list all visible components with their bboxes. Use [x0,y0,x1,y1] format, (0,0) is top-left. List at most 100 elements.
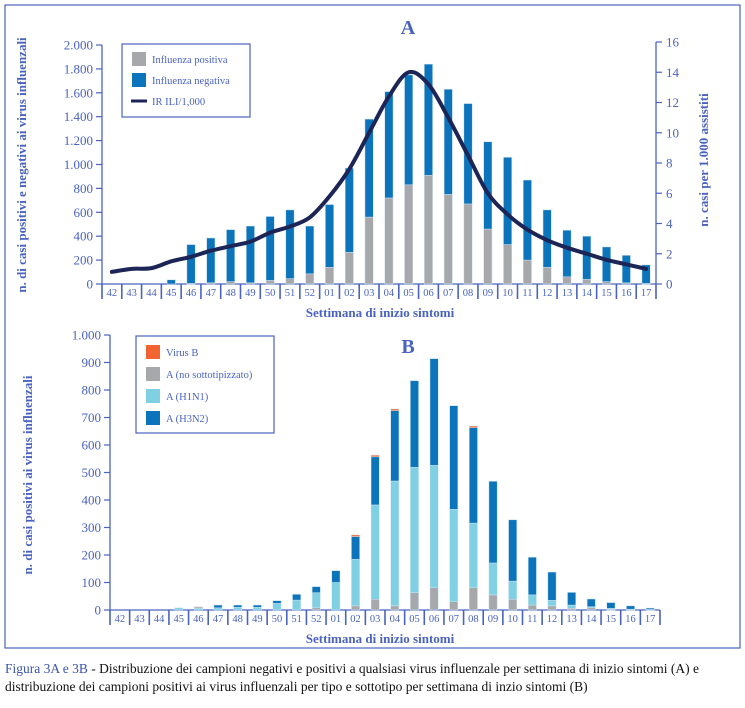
chart-a-bar-influenza-positiva [424,175,433,285]
chart-a-y2-tick-label: 6 [666,186,673,201]
chart-b-bar-a-no-sottotipizzato- [449,601,459,611]
chart-a-x-tick-label: 01 [324,288,335,299]
chart-a-x-tick-label: 09 [483,288,494,299]
chart-a-bar-influenza-positiva [285,278,295,285]
chart-a-x-tick-label: 04 [384,288,395,299]
chart-a-y2-tick-label: 8 [666,156,673,171]
chart-a-bar-influenza-negativa [186,244,196,284]
chart-b-x-tick-label: 09 [488,614,499,625]
chart-a-bar-influenza-negativa [562,229,572,278]
chart-a-bar-influenza-negativa [206,237,216,284]
chart-b-bar-a-h1n1- [508,580,518,600]
chart-a-bar-influenza-negativa [424,63,433,176]
chart-b-x-tick-label: 45 [174,614,185,625]
chart-a-x-tick-label: 12 [542,288,553,299]
legend-label-a-no-sottotipizzato-: A (no sottotipizzato) [166,370,253,381]
chart-a-x-tick-label: 08 [463,288,474,299]
chart-a-bar-influenza-positiva [344,252,354,285]
chart-a-bar-influenza-negativa [245,225,255,284]
chart-a-bar-influenza-positiva [582,278,592,285]
chart-b-x-tick-label: 47 [213,614,224,625]
chart-a-line-ir-ili [109,69,649,274]
chart-a-y-tick-label: 2.000 [64,38,93,53]
legend-label-influenza-positiva: Influenza positiva [152,55,228,66]
chart-b-bar-a-h1n1- [410,467,419,593]
chart-b-bar-a-h3n2- [311,586,321,593]
chart-a-x-tick-label: 06 [423,288,434,299]
chart-b-x-tick-label: 43 [134,614,145,625]
chart-b-bar-a-h3n2- [449,405,459,510]
chart-a-bar-influenza-positiva [443,194,453,285]
panel-b-label: B [401,336,414,358]
chart-b-bar-a-no-sottotipizzato- [390,605,400,611]
chart-a-x-tick-label: 46 [186,288,197,299]
chart-b-bar-a-h1n1- [488,562,498,596]
chart-a-y2-tick-label: 10 [666,125,679,140]
chart-a-bar-influenza-positiva [522,259,532,285]
chart-b-x-tick-label: 15 [606,614,617,625]
chart-b-bar-a-h1n1- [429,465,439,588]
chart-b-x-axis-title: Settimana di inizio sintomi [306,631,455,646]
chart-a-x-tick-label: 07 [443,288,454,299]
chart-b-x-tick-label: 50 [272,614,283,625]
chart-b-bar-a-h3n2- [527,556,537,596]
chart-b-bar-a-h3n2- [626,605,635,610]
chart-b-bar-a-h1n1- [311,592,321,609]
chart-a-bar-influenza-negativa [641,264,651,284]
chart-b-bar-a-h3n2- [567,592,576,606]
chart-b-bar-a-h3n2- [331,570,341,583]
chart-b-bar-a-h3n2- [252,604,262,608]
chart-b-bar-virus-b [351,534,360,537]
chart-b-x-tick-label: 46 [193,614,204,625]
chart-b: 0 100 200 300 400 500 600 700 800 900 1.000 42 43 44 4… [72,328,661,625]
chart-b-bar-a-h3n2- [645,607,655,610]
chart-b-bar-a-h1n1- [527,594,537,606]
chart-a-y-tick-label: 0 [87,277,94,292]
chart-b-bar-a-no-sottotipizzato- [370,599,380,611]
chart-a-bar-influenza-positiva [364,216,374,285]
chart-a-bar-influenza-negativa [265,216,275,281]
legend-label-a-h3n2-: A (H3N2) [166,414,209,425]
chart-b-bar-a-no-sottotipizzato- [429,587,439,611]
chart-b-bar-a-h3n2- [272,600,282,604]
chart-b-bar-a-h1n1- [390,480,400,607]
chart-a-bar-influenza-positiva [503,244,513,285]
chart-b-x-tick-label: 13 [566,614,577,625]
chart-a-x-tick-label: 17 [641,288,652,299]
caption-text: - Distribuzione dei campioni negativi e … [5,661,699,694]
chart-a-x-tick-label: 49 [245,288,256,299]
chart-b-bar-a-h1n1- [233,607,243,611]
chart-a-bar-influenza-negativa [166,279,176,285]
chart-b-y-tick-label: 900 [82,355,102,370]
chart-b-bar-a-h1n1- [174,607,184,611]
chart-a-bar-influenza-negativa [443,88,453,195]
chart-a-bar-influenza-negativa [285,209,295,279]
chart-b-bar-virus-b [370,454,380,458]
chart-b-x-tick-label: 14 [586,614,597,625]
chart-b-bar-a-h1n1- [567,604,576,609]
chart-a-y-axis-title: n. di casi positivi e negativi ai virus … [14,37,29,293]
chart-b-bar-a-h3n2- [488,481,498,564]
chart-a-y-tick-label: 1.000 [64,157,93,172]
legend-label-ir-ili: IR ILI/1,000 [152,97,205,108]
chart-a-y2-tick-label: 16 [666,35,680,50]
caption-lead: Figura 3A e 3B [5,661,88,676]
chart-a-x-tick-label: 05 [403,288,414,299]
chart-b-bar-a-h3n2- [469,427,478,524]
chart-b-bar-a-h1n1- [370,504,380,600]
chart-b-y-tick-label: 500 [82,465,102,480]
chart-a-y-tick-label: 800 [74,181,94,196]
chart-a-x-tick-label: 44 [146,288,157,299]
chart-a-x-tick-label: 48 [225,288,236,299]
chart-a-x-tick-label: 45 [166,288,177,299]
chart-b-bar-a-h1n1- [449,509,459,603]
chart-a-y-tick-label: 1.800 [64,61,93,76]
chart-a-x-tick-label: 03 [364,288,375,299]
chart-a-x-tick-label: 13 [562,288,573,299]
chart-a-bar-influenza-positiva [325,267,334,285]
chart-b-y-tick-label: 600 [82,438,102,453]
chart-a-x-tick-label: 14 [582,288,593,299]
chart-b-bar-a-h1n1- [272,603,282,611]
chart-b-x-tick-label: 06 [429,614,440,625]
